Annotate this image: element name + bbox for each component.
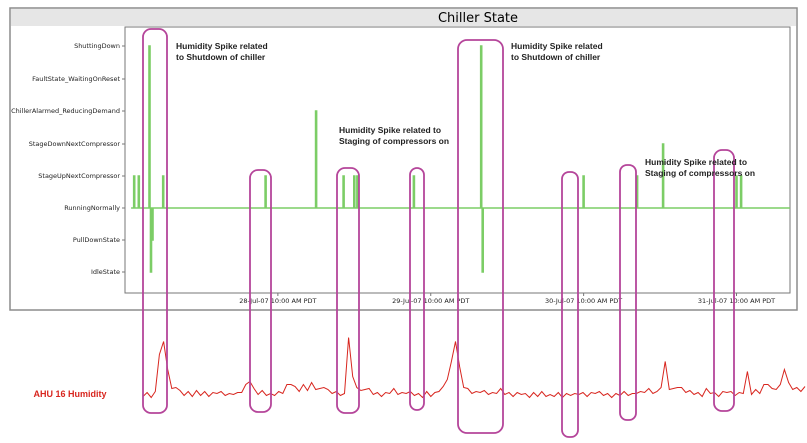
humidity-line (142, 337, 806, 399)
chart-title: Chiller State (438, 11, 518, 26)
y-tick-label: ChillerAlarmed_ReducingDemand (11, 107, 120, 115)
highlight-box-3 (336, 167, 360, 414)
y-tick-label: RunningNormally (64, 204, 120, 212)
x-tick-label: 29-Jul-07 10:00 AM PDT (392, 297, 469, 305)
highlight-box-1 (142, 28, 168, 414)
y-tick-label: StageUpNextCompressor (38, 172, 120, 180)
x-tick-label: 31-Jul-07 10:00 AM PDT (698, 297, 775, 305)
highlight-box-2 (249, 169, 272, 413)
annotation-shutdown-2: Humidity Spike related to Shutdown of chi… (511, 41, 603, 62)
highlight-box-6 (561, 171, 579, 438)
y-tick-label: FaultState_WaitingOnReset (32, 75, 120, 83)
annotation-shutdown-1: Humidity Spike related to Shutdown of chi… (176, 41, 268, 62)
x-tick-label: 30-Jul-07 10:00 AM PDT (545, 297, 622, 305)
y-tick-label: ShuttingDown (74, 42, 120, 50)
highlight-box-7 (619, 164, 637, 421)
y-tick-label: StageDownNextCompressor (29, 140, 121, 148)
title-bar (11, 9, 796, 26)
y-tick-label: PullDownState (73, 236, 120, 244)
highlight-box-5 (457, 39, 504, 434)
annotation-staging-1: Humidity Spike related to Staging of comp… (339, 125, 449, 146)
x-tick-label: 28-Jul-07 10:00 AM PDT (239, 297, 316, 305)
humidity-series-label: AHU 16 Humidity (33, 389, 106, 399)
y-tick-label: IdleState (91, 268, 120, 276)
x-axis-labels: 28-Jul-07 10:00 AM PDT 29-Jul-07 10:00 AM… (239, 293, 775, 305)
annotation-staging-2: Humidity Spike related to Staging of comp… (645, 157, 755, 178)
chiller-state-line (131, 45, 790, 273)
y-axis-labels: IdleState PullDownState RunningNormally Sta… (11, 42, 125, 276)
highlight-box-4 (409, 167, 425, 411)
highlight-box-8 (713, 149, 735, 412)
